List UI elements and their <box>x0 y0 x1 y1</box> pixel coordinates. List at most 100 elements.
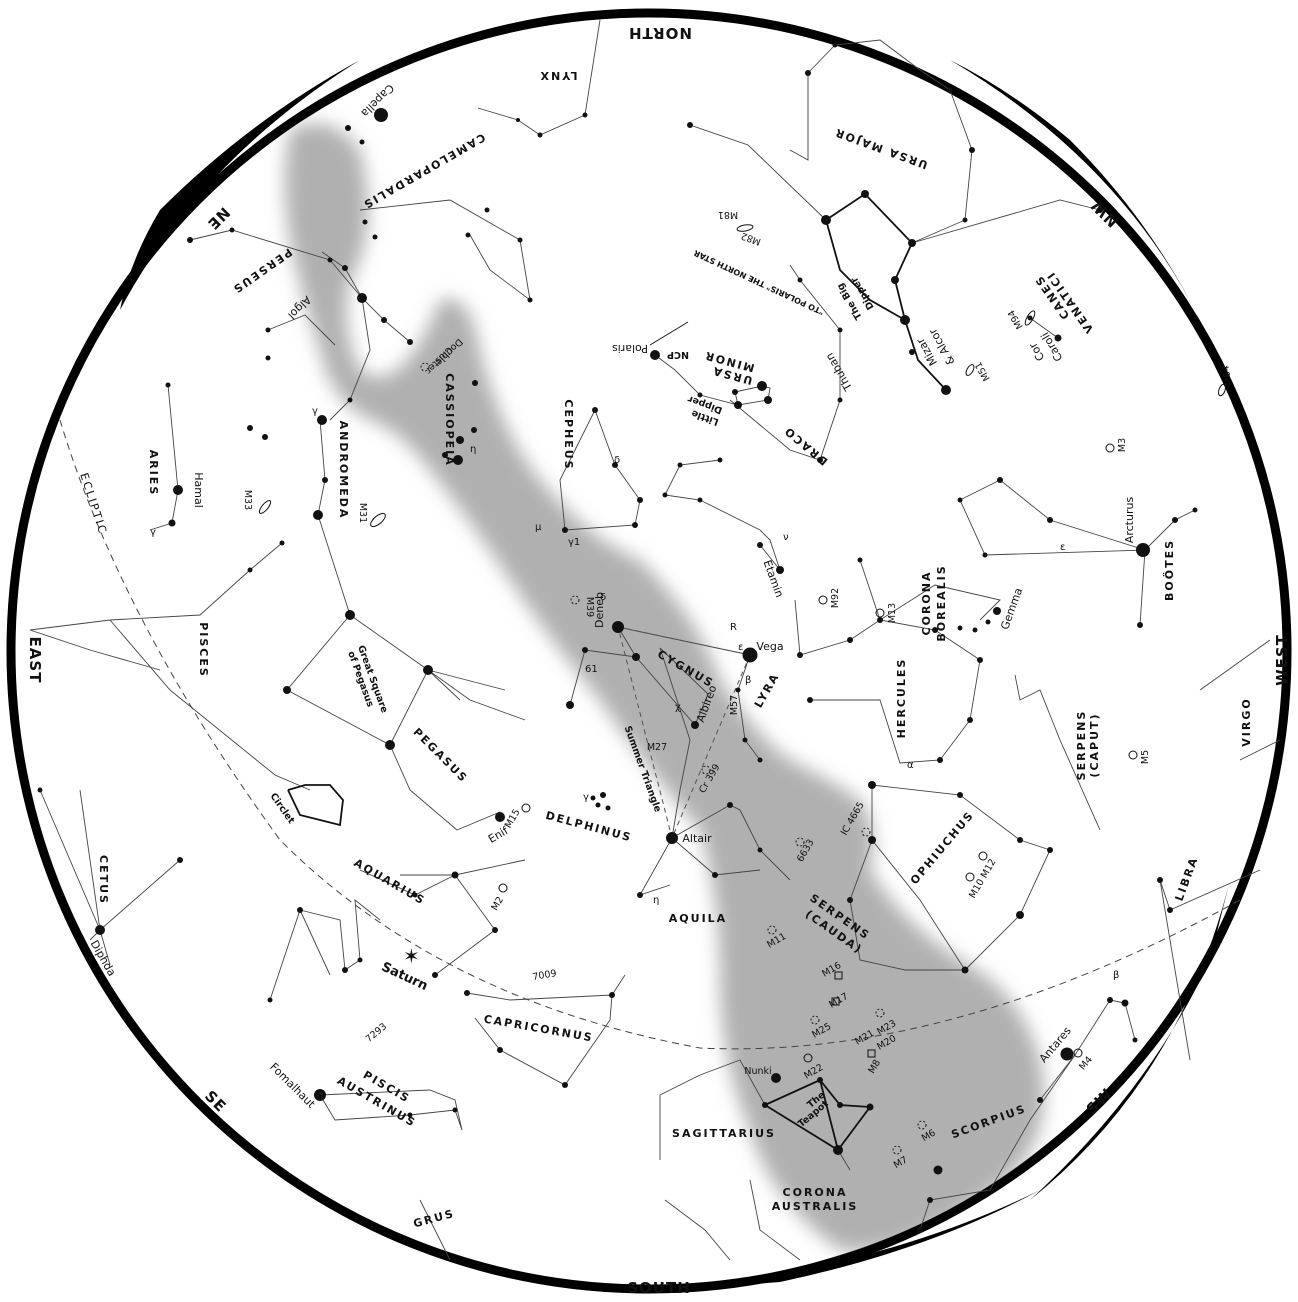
greek-epsilon-boo: ε <box>1060 542 1065 553</box>
greek-r-lyr: R <box>730 622 737 633</box>
ecliptic-label: ECLIPTIC <box>77 471 109 536</box>
label-cepheus: CEPHEUS <box>562 399 575 470</box>
label-aquila: AQUILA <box>669 912 727 925</box>
star-vega <box>742 647 758 663</box>
label-pisces: PISCES <box>197 622 210 678</box>
label-cassiopeia: CASSIOPEIA <box>443 373 456 467</box>
label-m94: M94 <box>1006 308 1026 331</box>
greek-beta-sco: β <box>1113 970 1119 981</box>
label-camelopardalis: CAMELOPARDALIS <box>360 130 488 211</box>
label-perseus: PERSEUS <box>229 245 294 296</box>
label-andromeda: ANDROMEDA <box>337 421 350 520</box>
label-thuban: Thuban <box>823 351 855 394</box>
star-altair <box>666 832 678 844</box>
label-delphinus: DELPHINUS <box>544 809 633 845</box>
star-capella <box>374 108 388 122</box>
label-corona-australis-2: AUSTRALIS <box>772 1200 859 1213</box>
star-gemma <box>993 607 1001 615</box>
greek-delta-cep: δ <box>614 455 620 466</box>
label-corona-borealis-1: CORONA <box>920 571 933 636</box>
greek-gamma-del: γ <box>583 792 589 803</box>
star-polaris <box>650 350 660 360</box>
label-m15: M15 <box>503 807 523 830</box>
saturn-symbol: ✶ <box>403 944 420 968</box>
label-serpens-caput-2: (CAPUT) <box>1088 712 1101 777</box>
star-enif <box>495 812 505 822</box>
horizon-frame <box>6 8 1292 1294</box>
label-m57: M57 <box>729 695 740 715</box>
label-m4: M4 <box>1077 1054 1095 1072</box>
label-m81: M81 <box>718 209 738 220</box>
label-bootes: BOÖTES <box>1162 539 1176 601</box>
horizon-silhouette-nw <box>950 60 1200 320</box>
label-7293: 7293 <box>364 1021 390 1045</box>
label-corona-australis-1: CORONA <box>783 1186 848 1199</box>
milky-way-branch <box>680 700 880 1002</box>
greek-delta-cyg: δ <box>600 592 606 603</box>
stars <box>37 42 1198 1233</box>
greek-gamma-ari: γ <box>150 527 156 538</box>
label-hamal: Hamal <box>192 472 205 508</box>
greek-mu-cep: μ <box>535 522 542 533</box>
deep-sky-markers <box>258 224 1226 1155</box>
greek-beta-lyr: β <box>745 675 751 686</box>
direction-nw: NW <box>1087 196 1122 231</box>
greek-chi-cyg: χ <box>675 702 681 713</box>
direction-west: WEST <box>1273 634 1291 686</box>
label-etamin: Etamin <box>761 558 786 599</box>
greek-61-cyg: 61 <box>585 664 598 675</box>
label-m92: M92 <box>830 588 841 608</box>
star-deneb <box>612 621 624 633</box>
label-algol: Algol <box>285 293 314 322</box>
label-libra: LIBRA <box>1173 855 1201 903</box>
label-m27: M27 <box>647 742 667 753</box>
label-m2: M2 <box>490 895 507 913</box>
label-capricornus: CAPRICORNUS <box>483 1012 595 1044</box>
label-aries: ARIES <box>147 450 160 497</box>
label-altair: Altair <box>682 832 712 845</box>
label-nunki: Nunki <box>744 1066 771 1077</box>
label-vega: Vega <box>756 640 783 653</box>
label-pegasus: PEGASUS <box>410 726 470 786</box>
greek-epsilon-lyr: ε <box>738 642 743 653</box>
star-fomalhaut <box>314 1089 326 1101</box>
label-arcturus: Arcturus <box>1123 497 1136 544</box>
greek-nu-dra: ν <box>783 532 789 543</box>
label-m5: M5 <box>1140 750 1151 764</box>
label-7009: 7009 <box>532 968 558 983</box>
star-diphda <box>95 925 105 935</box>
direction-north: NORTH <box>628 24 692 42</box>
star-nunki <box>771 1073 781 1083</box>
label-virgo: VIRGO <box>1240 697 1253 746</box>
label-hercules: HERCULES <box>895 658 908 739</box>
label-aquarius: AQUARIUS <box>352 856 428 907</box>
label-m31: M31 <box>357 503 368 523</box>
star-arcturus <box>1136 543 1150 557</box>
label-draco: DRACO <box>781 423 830 467</box>
label-deneb: Deneb <box>593 592 606 628</box>
milky-way <box>285 123 1044 1252</box>
label-polaris: Polaris <box>612 342 648 355</box>
direction-ne: NE <box>203 203 233 233</box>
label-fomalhaut: Fomalhaut <box>267 1060 318 1111</box>
label-m64: M64 <box>1220 364 1234 386</box>
label-m13: M13 <box>887 603 898 623</box>
star-antares <box>1060 1047 1074 1061</box>
label-circlet: Circlet <box>268 791 297 826</box>
greek-gamma1-cep: γ1 <box>568 537 580 548</box>
label-m82: M82 <box>740 230 763 247</box>
label-m51: M51 <box>973 360 993 383</box>
constellation-lines <box>29 19 1281 1261</box>
label-ncp: NCP <box>667 349 689 360</box>
label-m33: M33 <box>242 490 253 510</box>
label-m39: M39 <box>584 597 595 617</box>
greek-eta-aql: η <box>653 895 659 906</box>
greek-alpha-her: α <box>907 760 914 771</box>
ecliptic-line <box>59 419 1241 1050</box>
label-sagittarius: SAGITTARIUS <box>672 1127 776 1140</box>
label-serpens-caput-1: SERPENS <box>1075 710 1088 781</box>
greek-eta-cas: η <box>470 444 476 455</box>
label-to-polaris: "TO POLARIS" THE NORTH STAR <box>692 248 825 316</box>
label-m3: M3 <box>1117 438 1128 452</box>
label-cetus: CETUS <box>97 855 110 905</box>
